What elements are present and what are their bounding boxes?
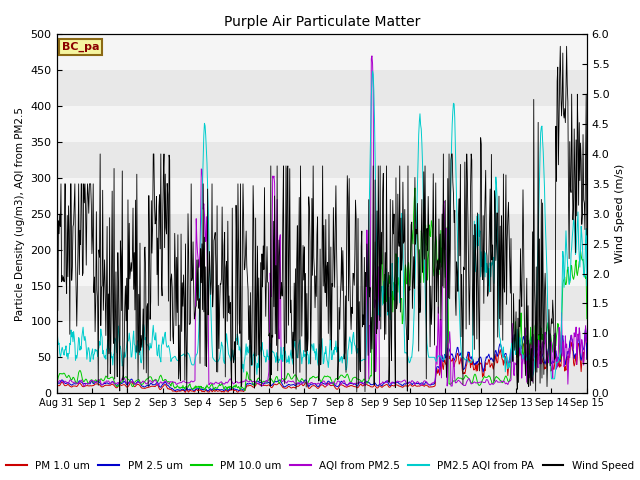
Bar <box>56 35 587 70</box>
X-axis label: Time: Time <box>307 414 337 427</box>
Y-axis label: Particle Density (ug/m3), AQI from PM2.5: Particle Density (ug/m3), AQI from PM2.5 <box>15 107 25 321</box>
Title: Purple Air Particulate Matter: Purple Air Particulate Matter <box>223 15 420 29</box>
Bar <box>56 250 587 286</box>
Bar <box>56 142 587 178</box>
Bar <box>56 106 587 142</box>
Y-axis label: Wind Speed (m/s): Wind Speed (m/s) <box>615 164 625 264</box>
Legend: PM 1.0 um, PM 2.5 um, PM 10.0 um, AQI from PM2.5, PM2.5 AQI from PA, Wind Speed: PM 1.0 um, PM 2.5 um, PM 10.0 um, AQI fr… <box>2 456 638 475</box>
Bar <box>56 70 587 106</box>
Bar <box>56 178 587 214</box>
Bar <box>56 286 587 322</box>
Bar <box>56 357 587 393</box>
Bar <box>56 214 587 250</box>
Text: BC_pa: BC_pa <box>62 41 99 52</box>
Bar <box>56 322 587 357</box>
